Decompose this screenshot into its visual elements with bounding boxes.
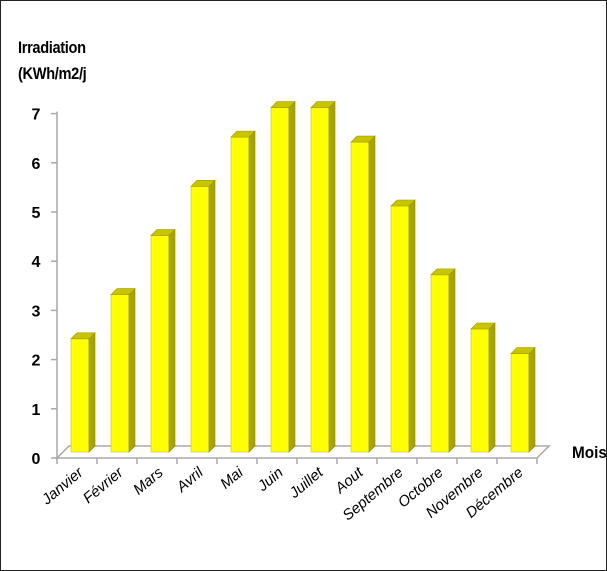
- bar-top-Aout: [350, 135, 376, 143]
- bar-top-Mai: [230, 130, 256, 138]
- y-tick-label-5: 5: [32, 205, 41, 222]
- bar-side-Juillet: [328, 100, 336, 453]
- bar-top-Juillet: [310, 101, 336, 108]
- x-tick-label-Juillet: Juillet: [285, 464, 327, 503]
- bar-side-Avril: [208, 179, 216, 453]
- bar-top-Novembre: [470, 322, 496, 330]
- bar-top-Décembre: [510, 347, 536, 354]
- bar-side-Janvier: [88, 332, 96, 453]
- y-tick-label-7: 7: [32, 107, 41, 124]
- bar-side-Décembre: [528, 346, 536, 453]
- bar-side-Aout: [368, 135, 376, 453]
- bar-top-Février: [110, 288, 136, 295]
- bar-Octobre: [430, 274, 450, 453]
- bar-top-Janvier: [70, 332, 96, 340]
- bar-Novembre: [470, 328, 490, 453]
- bar-side-Septembre: [408, 199, 416, 453]
- y-axis-title-line2: (KWh/m2/j: [18, 64, 87, 83]
- y-tick-label-6: 6: [32, 156, 41, 173]
- bar-Juin: [270, 107, 290, 453]
- bar-side-Novembre: [488, 322, 496, 453]
- bar-Aout: [350, 141, 370, 453]
- bar-top-Septembre: [390, 199, 416, 207]
- bar-side-Octobre: [448, 268, 456, 453]
- x-tick-label-Mars: Mars: [130, 464, 167, 499]
- bar-Mars: [150, 235, 170, 453]
- bar-side-Mai: [248, 130, 256, 453]
- y-tick-label-1: 1: [32, 402, 41, 419]
- x-axis-title: Mois: [572, 443, 607, 462]
- bar-Février: [110, 294, 130, 453]
- bar-Juillet: [310, 107, 330, 453]
- bar-side-Juin: [288, 100, 296, 453]
- bar-Janvier: [70, 338, 90, 453]
- x-tick-label-Février: Février: [80, 463, 127, 507]
- bar-top-Avril: [190, 180, 216, 187]
- y-axis-title-line1: Irradiation: [18, 38, 86, 57]
- y-tick-label-4: 4: [32, 254, 41, 271]
- bar-Décembre: [510, 353, 530, 453]
- bar-Avril: [190, 186, 210, 453]
- y-tick-label-3: 3: [32, 303, 41, 320]
- bar-top-Octobre: [430, 268, 456, 276]
- y-tick-label-0: 0: [32, 451, 41, 468]
- x-tick-label-Mai: Mai: [217, 464, 247, 493]
- bar-Septembre: [390, 205, 410, 453]
- bar-side-Février: [128, 287, 136, 453]
- bar-side-Mars: [168, 228, 176, 453]
- y-tick-label-2: 2: [32, 353, 41, 370]
- x-tick-label-Janvier: Janvier: [38, 463, 88, 508]
- bar-top-Juin: [270, 101, 296, 108]
- bar-Mai: [230, 136, 250, 453]
- x-tick-label-Juin: Juin: [254, 464, 287, 495]
- x-tick-label-Avril: Avril: [173, 464, 207, 497]
- bar-top-Mars: [150, 229, 176, 236]
